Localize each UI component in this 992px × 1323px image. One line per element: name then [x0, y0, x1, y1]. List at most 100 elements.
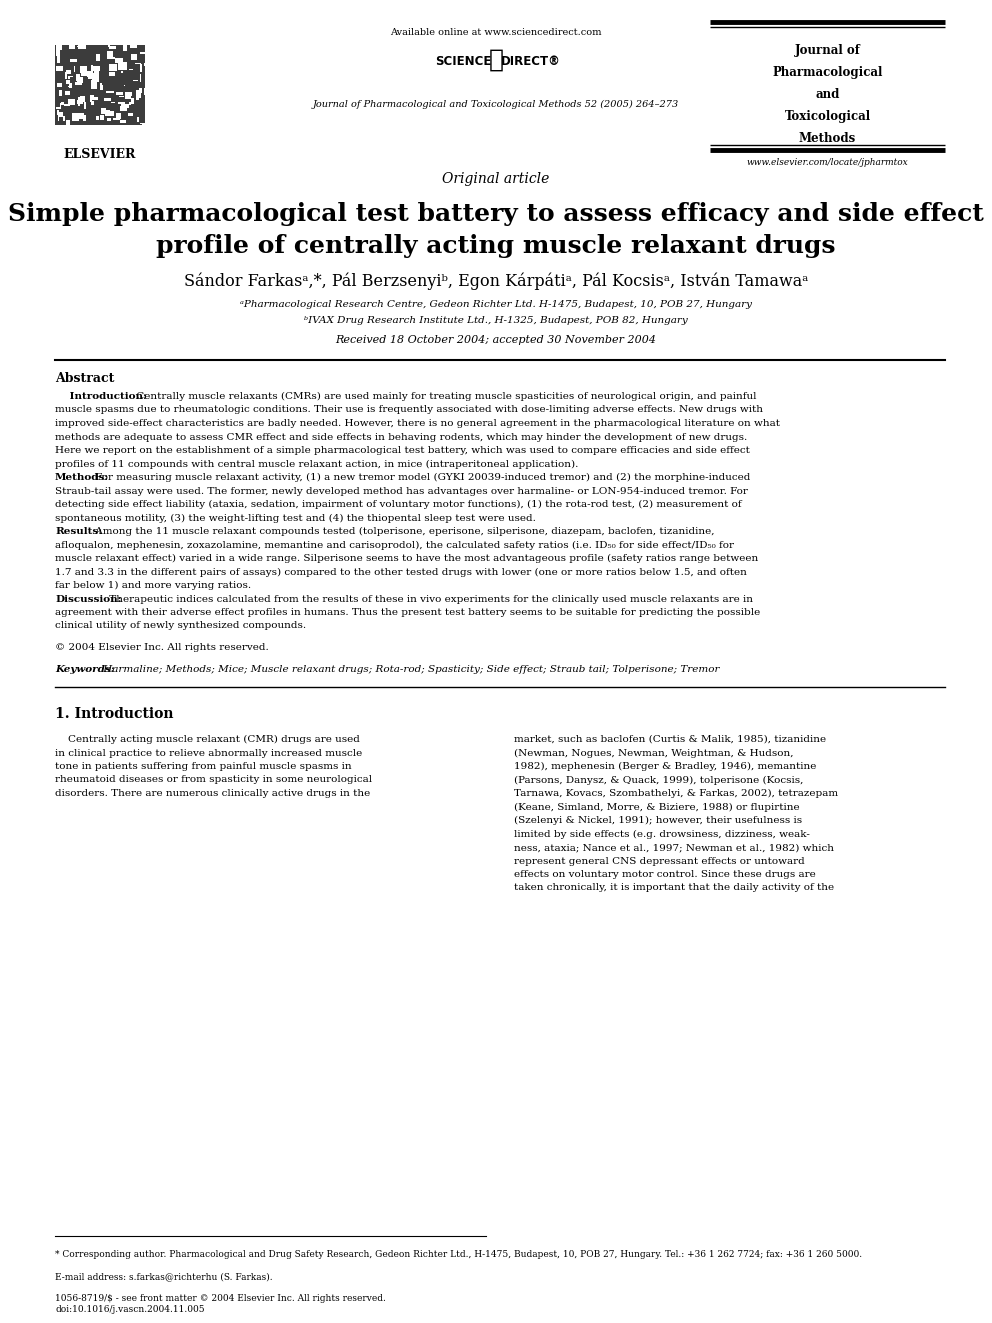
Bar	[68, 79, 73, 82]
Text: ᵇIVAX Drug Research Institute Ltd., H-1325, Budapest, POB 82, Hungary: ᵇIVAX Drug Research Institute Ltd., H-13…	[305, 316, 687, 325]
Bar	[123, 50, 128, 52]
Bar	[80, 114, 82, 119]
Bar	[104, 114, 110, 120]
Text: improved side-effect characteristics are badly needed. However, there is no gene: improved side-effect characteristics are…	[55, 419, 780, 429]
Bar	[68, 73, 75, 74]
Bar	[134, 58, 141, 61]
Text: DIRECT®: DIRECT®	[501, 56, 560, 67]
Text: far below 1) and more varying ratios.: far below 1) and more varying ratios.	[55, 581, 251, 590]
Bar	[102, 97, 104, 105]
Bar	[125, 69, 129, 71]
Text: Journal of: Journal of	[795, 44, 860, 57]
Bar	[136, 106, 140, 114]
Text: represent general CNS depressant effects or untoward: represent general CNS depressant effects…	[514, 856, 805, 865]
Bar	[67, 93, 70, 95]
Text: (Keane, Simland, Morre, & Biziere, 1988) or flupirtine: (Keane, Simland, Morre, & Biziere, 1988)…	[514, 803, 800, 811]
Bar	[88, 79, 95, 83]
Text: taken chronically, it is important that the daily activity of the: taken chronically, it is important that …	[514, 884, 834, 893]
Bar	[134, 75, 136, 79]
Bar	[115, 105, 116, 108]
Bar	[73, 77, 78, 81]
Bar	[98, 107, 106, 114]
Bar	[137, 48, 141, 53]
Text: doi:10.1016/j.vascn.2004.11.005: doi:10.1016/j.vascn.2004.11.005	[55, 1304, 204, 1314]
Bar	[135, 49, 139, 52]
Bar	[71, 89, 75, 94]
Bar	[65, 66, 68, 67]
Bar	[134, 118, 136, 119]
Text: methods are adequate to assess CMR effect and side effects in behaving rodents, : methods are adequate to assess CMR effec…	[55, 433, 747, 442]
Bar	[103, 120, 106, 126]
Bar	[116, 74, 122, 77]
Bar	[60, 105, 61, 112]
Bar	[89, 122, 96, 127]
Bar	[90, 73, 97, 81]
Text: Original article: Original article	[442, 172, 550, 187]
Text: Tarnawa, Kovacs, Szombathelyi, & Farkas, 2002), tetrazepam: Tarnawa, Kovacs, Szombathelyi, & Farkas,…	[514, 789, 838, 798]
Bar	[56, 122, 62, 123]
Text: Keywords:: Keywords:	[55, 665, 115, 673]
Bar	[143, 103, 148, 106]
Text: 1.7 and 3.3 in the different pairs of assays) compared to the other tested drugs: 1.7 and 3.3 in the different pairs of as…	[55, 568, 747, 577]
Bar	[116, 86, 120, 94]
Bar	[114, 115, 118, 118]
Text: profile of centrally acting muscle relaxant drugs: profile of centrally acting muscle relax…	[157, 234, 835, 258]
Text: agreement with their adverse effect profiles in humans. Thus the present test ba: agreement with their adverse effect prof…	[55, 609, 760, 617]
Bar	[143, 75, 149, 79]
Text: ness, ataxia; Nance et al., 1997; Newman et al., 1982) which: ness, ataxia; Nance et al., 1997; Newman…	[514, 843, 834, 852]
Bar	[96, 97, 103, 98]
Text: and: and	[815, 89, 839, 101]
Bar	[63, 103, 68, 108]
Bar	[142, 41, 147, 45]
Text: Pharmacological: Pharmacological	[773, 66, 883, 79]
Text: effects on voluntary motor control. Since these drugs are: effects on voluntary motor control. Sinc…	[514, 871, 815, 878]
Bar	[73, 95, 81, 101]
Text: Ⓐ: Ⓐ	[488, 48, 504, 71]
Text: ᵃPharmacological Research Centre, Gedeon Richter Ltd. H-1475, Budapest, 10, POB : ᵃPharmacological Research Centre, Gedeon…	[240, 300, 752, 310]
Text: Introduction:: Introduction:	[55, 392, 147, 401]
Bar	[123, 41, 127, 49]
Text: in clinical practice to relieve abnormally increased muscle: in clinical practice to relieve abnormal…	[55, 749, 362, 758]
Bar	[63, 87, 65, 95]
Bar	[69, 97, 77, 102]
Bar	[67, 49, 73, 57]
Text: www.elsevier.com/locate/jpharmtox: www.elsevier.com/locate/jpharmtox	[747, 157, 909, 167]
Text: afloqualon, mephenesin, zoxazolamine, memantine and carisoprodol), the calculate: afloqualon, mephenesin, zoxazolamine, me…	[55, 541, 734, 549]
Bar	[76, 83, 82, 89]
Text: Available online at www.sciencedirect.com: Available online at www.sciencedirect.co…	[390, 28, 602, 37]
Bar	[88, 44, 93, 46]
Bar	[72, 67, 78, 70]
Text: Sándor Farkasᵃ,*, Pál Berzsenyiᵇ, Egon Kárpátiᵃ, Pál Kocsisᵃ, István Tamawaᵃ: Sándor Farkasᵃ,*, Pál Berzsenyiᵇ, Egon K…	[184, 273, 808, 290]
Bar	[68, 85, 73, 86]
Text: Toxicological: Toxicological	[785, 110, 871, 123]
Text: Discussion:: Discussion:	[55, 594, 121, 603]
Text: Methods:: Methods:	[55, 474, 109, 482]
Bar	[59, 93, 66, 95]
Bar	[57, 90, 61, 98]
Bar	[122, 70, 127, 78]
Text: Therapeutic indices calculated from the results of these in vivo experiments for: Therapeutic indices calculated from the …	[105, 594, 753, 603]
Text: Results:: Results:	[55, 527, 102, 536]
Bar	[106, 78, 111, 83]
Bar	[127, 115, 134, 120]
Bar	[113, 40, 114, 48]
Bar	[66, 81, 70, 82]
Text: Abstract: Abstract	[55, 372, 114, 385]
Bar	[138, 75, 141, 78]
Text: * Corresponding author. Pharmacological and Drug Safety Research, Gedeon Richter: * Corresponding author. Pharmacological …	[55, 1250, 862, 1259]
Text: muscle spasms due to rheumatologic conditions. Their use is frequently associate: muscle spasms due to rheumatologic condi…	[55, 406, 763, 414]
Bar	[63, 65, 70, 69]
Text: Centrally acting muscle relaxant (CMR) drugs are used: Centrally acting muscle relaxant (CMR) d…	[55, 736, 360, 744]
Bar	[122, 74, 127, 78]
Text: Simple pharmacological test battery to assess efficacy and side effect: Simple pharmacological test battery to a…	[8, 202, 984, 226]
Text: © 2004 Elsevier Inc. All rights reserved.: © 2004 Elsevier Inc. All rights reserved…	[55, 643, 269, 652]
Bar	[96, 75, 99, 78]
Bar	[98, 106, 105, 112]
Bar	[105, 75, 111, 79]
Bar	[78, 48, 84, 49]
Bar	[132, 62, 139, 65]
Bar	[118, 101, 124, 107]
Text: rheumatoid diseases or from spasticity in some neurological: rheumatoid diseases or from spasticity i…	[55, 775, 372, 785]
Bar	[100, 87, 106, 93]
Bar	[80, 61, 87, 65]
